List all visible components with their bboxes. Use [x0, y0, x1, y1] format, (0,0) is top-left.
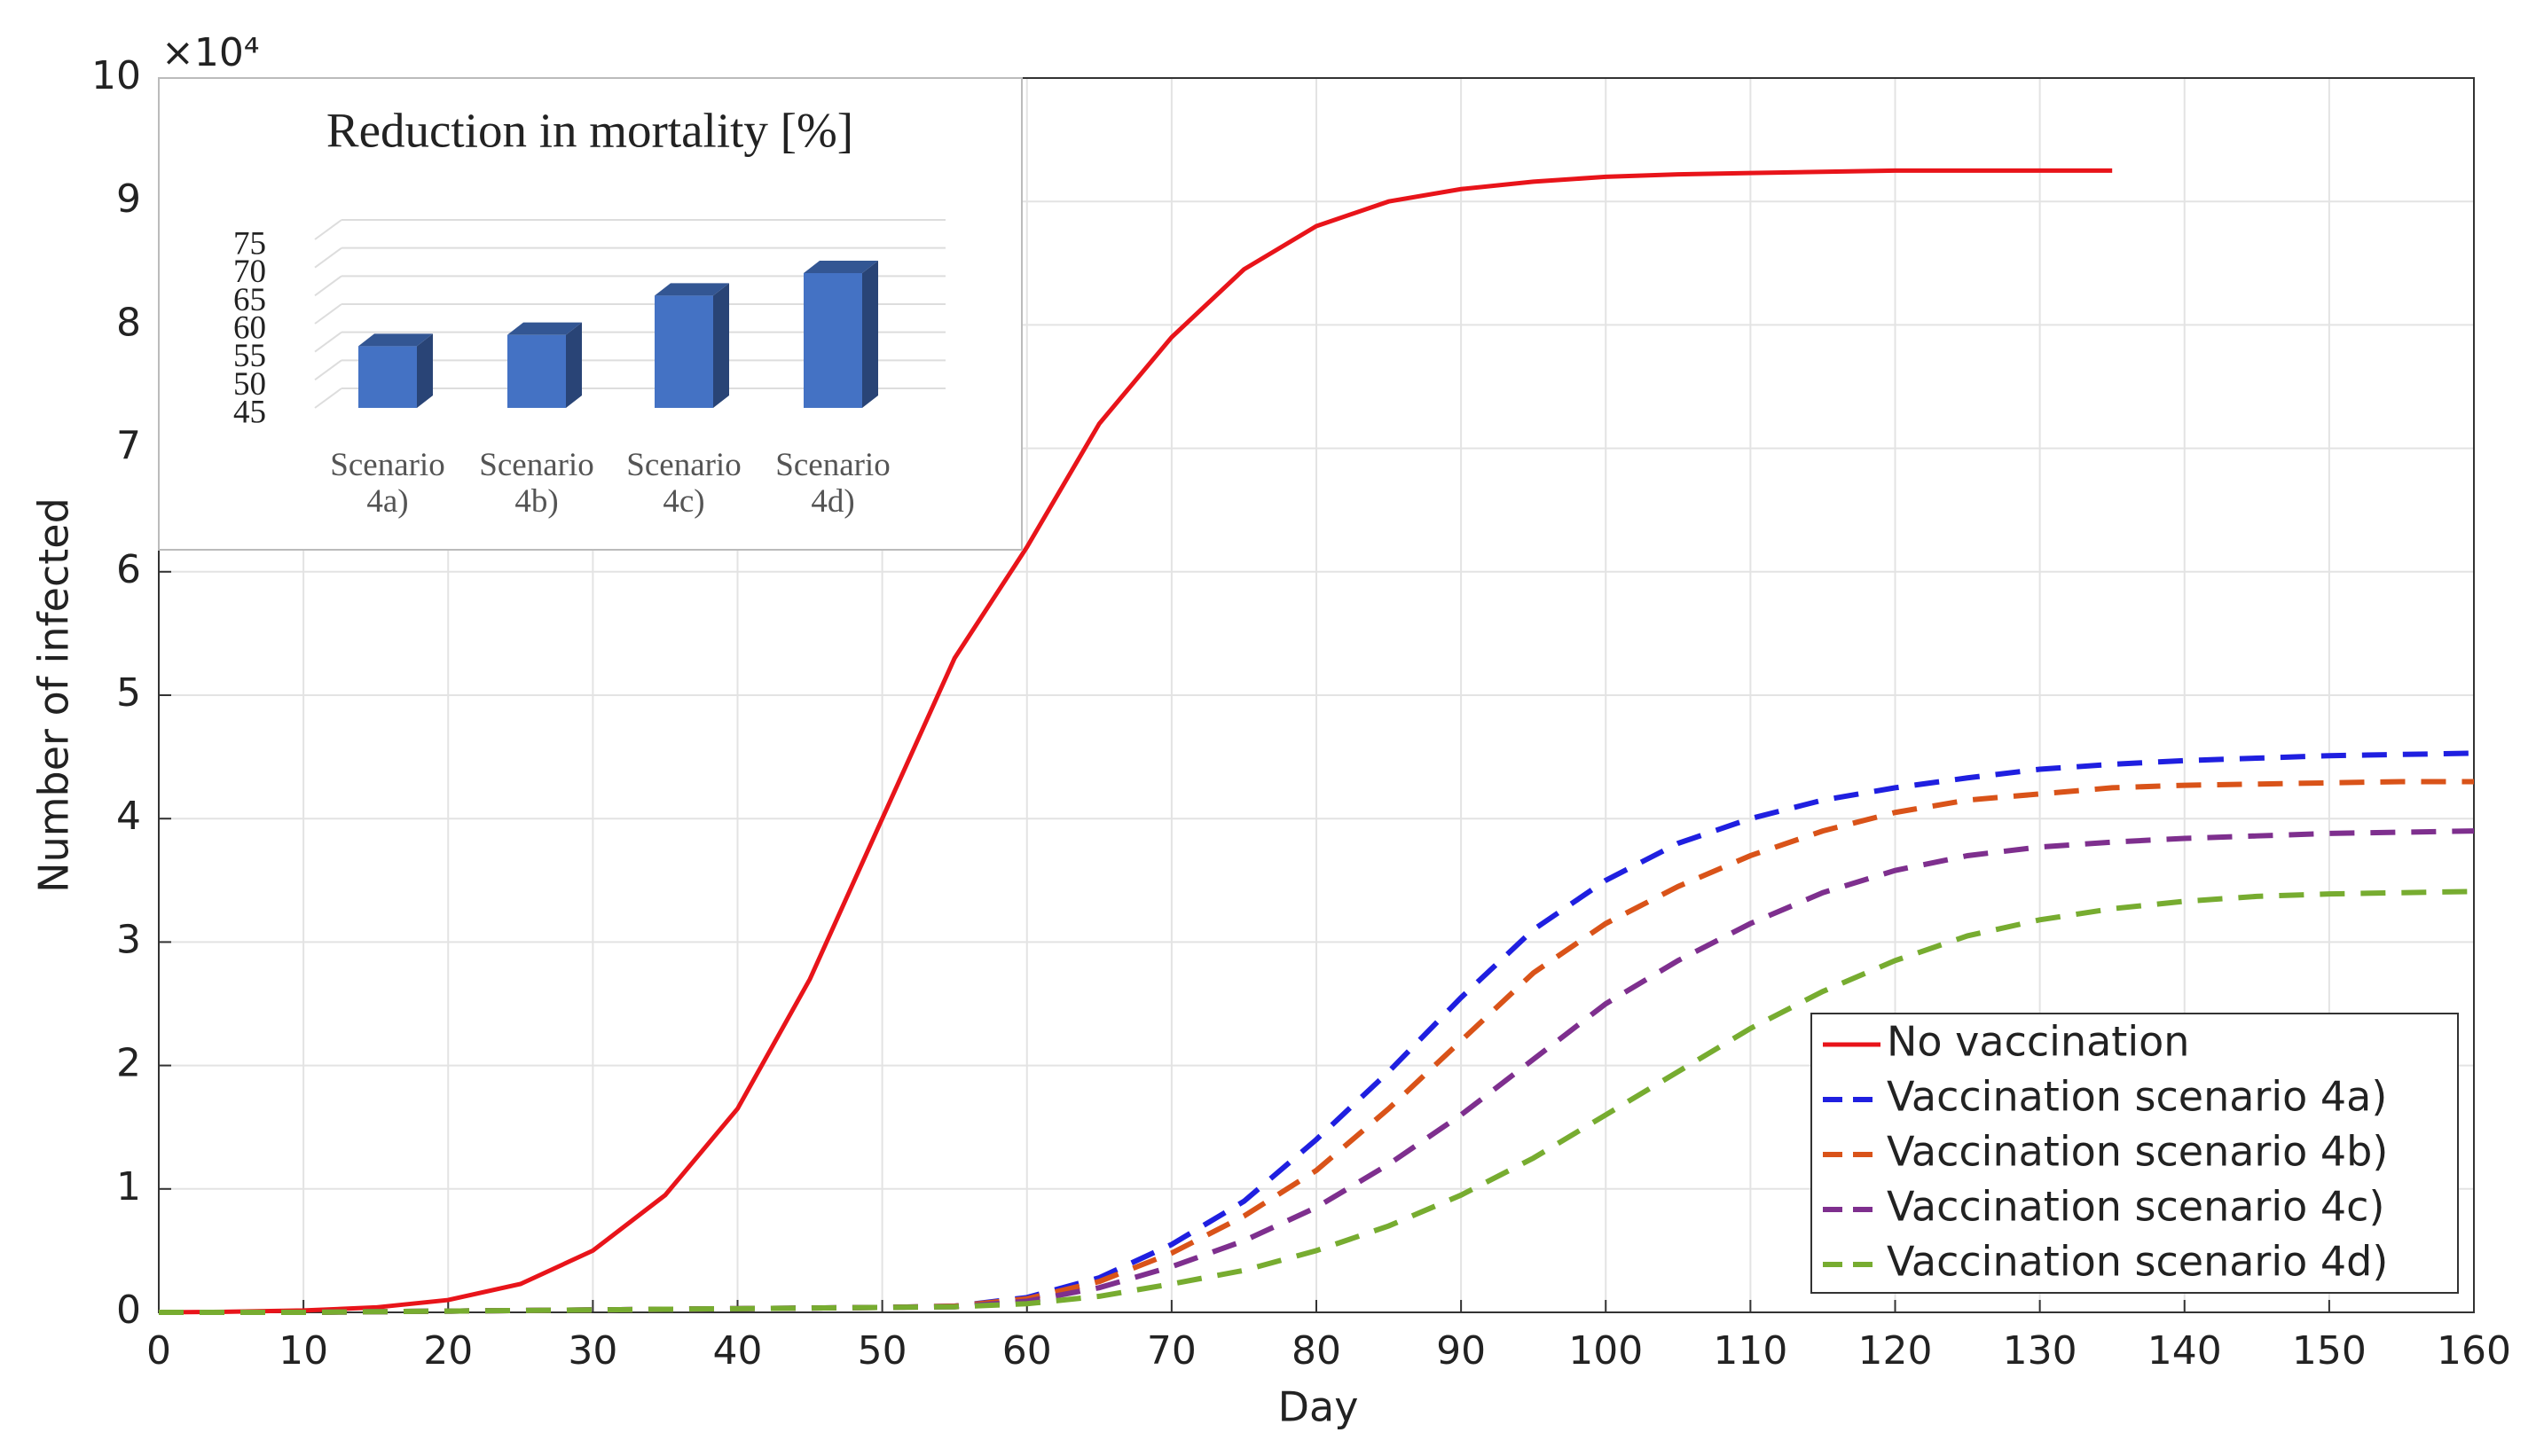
x-tick-label: 80	[1292, 1328, 1341, 1374]
bar	[804, 273, 862, 408]
y-tick-label: 0	[116, 1288, 141, 1333]
y-tick-label: 8	[116, 300, 141, 345]
legend-label: Vaccination scenario 4a)	[1887, 1073, 2387, 1121]
x-tick-label: 10	[279, 1328, 328, 1374]
bar-top	[804, 261, 878, 273]
grid-line	[314, 331, 342, 353]
inset-category-label: Scenario 4b)	[479, 447, 594, 520]
inset-y-tick-label: 50	[233, 366, 266, 403]
grid-line	[314, 359, 342, 381]
bar-top	[507, 322, 582, 335]
y-tick-label: 10	[91, 53, 141, 98]
bar	[507, 334, 566, 408]
plot-frame	[158, 77, 2475, 1313]
grid-line	[314, 247, 342, 269]
x-tick-label: 70	[1147, 1328, 1197, 1374]
x-tick-label: 150	[2292, 1328, 2367, 1374]
legend-label: Vaccination scenario 4b)	[1887, 1128, 2388, 1176]
x-tick-label: 140	[2147, 1328, 2222, 1374]
bar-top	[655, 283, 729, 296]
bar-side	[713, 283, 729, 408]
legend-label: Vaccination scenario 4c)	[1887, 1183, 2384, 1231]
bar-side	[862, 261, 878, 408]
y-tick-label: 2	[116, 1041, 141, 1086]
y-tick-label: 5	[116, 670, 141, 716]
x-tick-label: 90	[1436, 1328, 1486, 1374]
inset-y-tick-label: 60	[233, 309, 266, 346]
inset-y-tick-label: 65	[233, 282, 266, 318]
x-tick-label: 100	[1568, 1328, 1643, 1374]
x-tick-label: 40	[713, 1328, 763, 1374]
series-line	[158, 168, 2113, 1315]
y-multiplier: ×10⁴	[161, 30, 260, 75]
x-tick-label: 30	[568, 1328, 617, 1374]
inset-y-tick-label: 70	[233, 254, 266, 290]
inset-y-tick-label: 55	[233, 338, 266, 374]
x-axis-label: Day	[1278, 1383, 1359, 1431]
inset-category-label: Scenario 4a)	[330, 447, 445, 520]
y-tick-label: 3	[116, 917, 141, 962]
grid-line	[314, 303, 342, 325]
inset-y-tick-label: 45	[233, 394, 266, 430]
inset-category-label: Scenario 4c)	[626, 447, 742, 520]
x-tick-label: 160	[2437, 1328, 2511, 1374]
grid-line	[314, 219, 342, 240]
grid-line	[314, 387, 342, 409]
y-axis-label: Number of infected	[30, 497, 78, 893]
inset-title: Reduction in mortality [%]	[326, 104, 853, 158]
x-tick-label: 130	[2003, 1328, 2077, 1374]
legend-label: No vaccination	[1887, 1018, 2189, 1066]
inset-y-tick-label: 75	[233, 225, 266, 262]
y-tick-label: 7	[116, 424, 141, 469]
bar	[655, 295, 713, 408]
y-tick-label: 4	[116, 794, 141, 839]
x-tick-label: 120	[1858, 1328, 1933, 1374]
x-tick-label: 110	[1713, 1328, 1787, 1374]
x-tick-label: 50	[858, 1328, 907, 1374]
bar-top	[358, 333, 433, 347]
y-tick-label: 6	[116, 547, 141, 592]
legend-box	[1810, 1013, 2459, 1294]
inset-category-label: Scenario 4d)	[775, 447, 891, 520]
bar-side	[566, 322, 582, 408]
y-tick-label: 9	[116, 176, 141, 222]
series-line	[159, 888, 2475, 1315]
x-tick-label: 60	[1002, 1328, 1052, 1374]
legend-label: Vaccination scenario 4d)	[1887, 1238, 2388, 1286]
x-tick-label: 20	[423, 1328, 473, 1374]
grid-line	[314, 275, 342, 297]
bar-side	[417, 333, 433, 408]
y-tick-label: 1	[116, 1164, 141, 1209]
bar	[358, 346, 417, 408]
x-tick-label: 0	[146, 1328, 171, 1374]
